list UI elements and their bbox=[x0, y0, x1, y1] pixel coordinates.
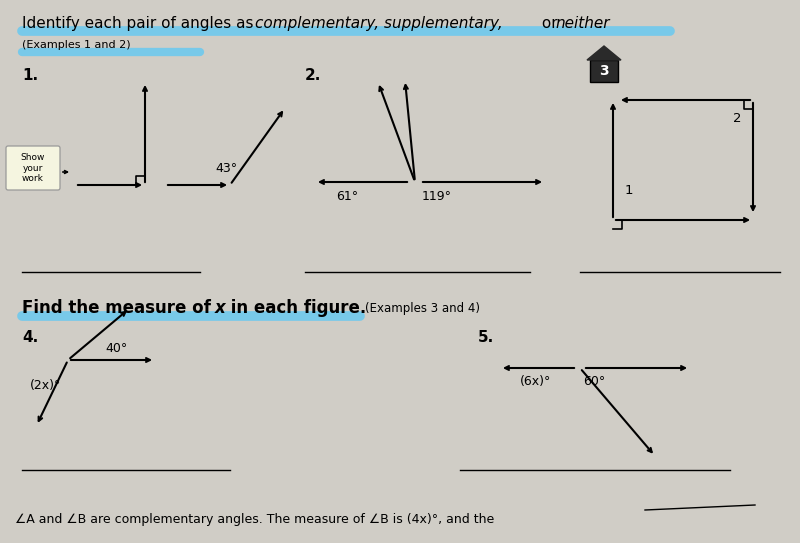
Text: or: or bbox=[537, 16, 562, 30]
Text: 1.: 1. bbox=[22, 68, 38, 83]
Text: 5.: 5. bbox=[478, 330, 494, 345]
Text: .: . bbox=[597, 16, 602, 30]
Text: (6x)°: (6x)° bbox=[520, 375, 551, 388]
Text: 2.: 2. bbox=[305, 68, 322, 83]
Text: Find the measure of: Find the measure of bbox=[22, 299, 217, 317]
Text: complementary, supplementary,: complementary, supplementary, bbox=[255, 16, 502, 30]
Text: in each figure.: in each figure. bbox=[225, 299, 366, 317]
Text: 43°: 43° bbox=[215, 162, 237, 175]
Text: x: x bbox=[215, 299, 226, 317]
Text: 1: 1 bbox=[625, 184, 634, 197]
Text: 4.: 4. bbox=[22, 330, 38, 345]
Text: Show
your
work: Show your work bbox=[21, 153, 45, 183]
Text: 61°: 61° bbox=[336, 190, 358, 203]
Text: (2x)°: (2x)° bbox=[30, 378, 62, 392]
Text: (Examples 1 and 2): (Examples 1 and 2) bbox=[22, 40, 130, 50]
Text: Identify each pair of angles as: Identify each pair of angles as bbox=[22, 16, 258, 30]
Polygon shape bbox=[587, 46, 621, 60]
Text: 119°: 119° bbox=[422, 190, 452, 203]
Text: 3: 3 bbox=[599, 64, 609, 78]
Text: ∠A and ∠B are complementary angles. The measure of ∠B is (4x)°, and the: ∠A and ∠B are complementary angles. The … bbox=[15, 514, 494, 527]
FancyBboxPatch shape bbox=[6, 146, 60, 190]
Text: 40°: 40° bbox=[105, 342, 127, 355]
Text: (Examples 3 and 4): (Examples 3 and 4) bbox=[365, 301, 480, 314]
Text: 60°: 60° bbox=[583, 375, 606, 388]
Bar bbox=[590, 60, 618, 82]
Text: 2: 2 bbox=[733, 111, 742, 124]
Text: neither: neither bbox=[555, 16, 610, 30]
